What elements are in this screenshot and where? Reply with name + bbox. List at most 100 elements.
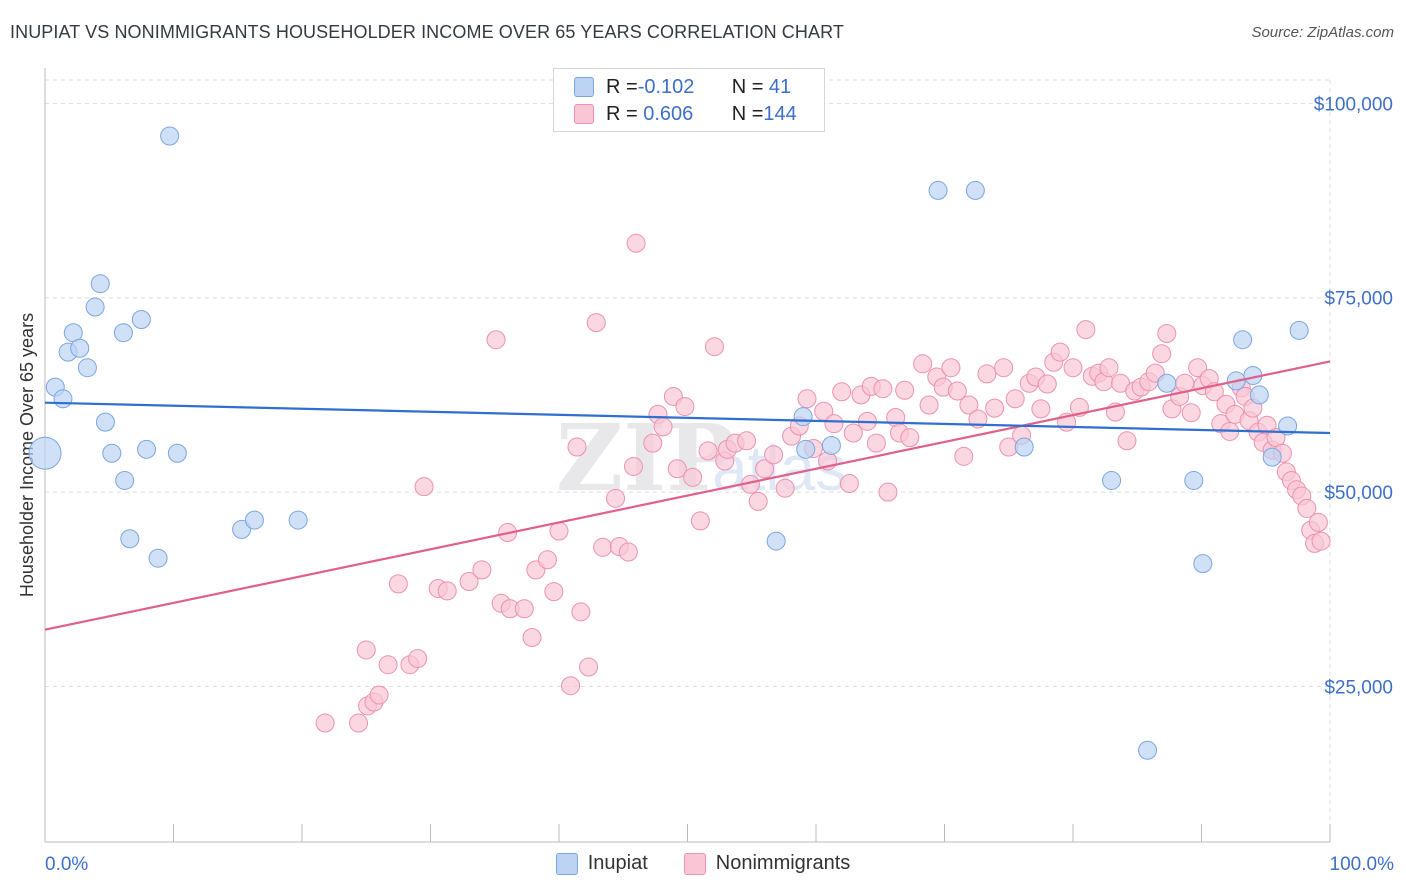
nonimmigrants-point — [985, 398, 1005, 418]
nonimmigrants-point — [537, 550, 557, 570]
nonimmigrants-point — [1117, 431, 1137, 451]
inupiat-point — [821, 435, 841, 455]
nonimmigrants-point — [737, 431, 757, 451]
chart-title: INUPIAT VS NONIMMIGRANTS HOUSEHOLDER INC… — [10, 22, 844, 42]
legend-r-value: -0.102 — [637, 75, 695, 98]
nonimmigrants-point — [571, 602, 591, 622]
nonimmigrants-point — [643, 433, 663, 453]
nonimmigrants-trend-line — [44, 360, 1331, 631]
inupiat-point — [1102, 470, 1122, 490]
inupiat-point — [928, 180, 948, 200]
inupiat-point — [965, 180, 985, 200]
inupiat-point — [148, 548, 168, 568]
nonimmigrants-point — [1050, 342, 1070, 362]
legend-r-value: 0.606 — [637, 102, 694, 125]
nonimmigrants-point — [824, 414, 844, 434]
x-tick-label: 0.0% — [45, 854, 88, 875]
nonimmigrants-point — [561, 676, 581, 696]
legend-r-label: R = — [606, 102, 638, 125]
nonimmigrants-point — [579, 657, 599, 677]
inupiat-point — [1233, 330, 1253, 350]
nonimmigrants-point — [1297, 498, 1317, 518]
inupiat-point — [288, 510, 308, 530]
inupiat-point — [1184, 470, 1204, 490]
nonimmigrants-point — [1181, 403, 1201, 423]
nonimmigrants-point — [522, 628, 542, 648]
nonimmigrants-point — [959, 395, 979, 415]
inupiat-point — [793, 407, 813, 427]
inupiat-point — [244, 510, 264, 530]
nonimmigrants-point — [408, 648, 428, 668]
nonimmigrants-point — [1308, 512, 1328, 532]
inupiat-point — [232, 519, 252, 539]
inupiat-point — [115, 470, 135, 490]
nonimmigrants-point — [690, 511, 710, 531]
nonimmigrants-point — [437, 581, 457, 601]
inupiat-point — [1014, 437, 1034, 457]
inupiat-point — [1262, 447, 1282, 467]
nonimmigrants-point — [1076, 320, 1096, 340]
nonimmigrants-swatch — [574, 104, 594, 124]
legend-row-inupiat: R = -0.102 N = 41 — [574, 74, 791, 100]
nonimmigrants-point — [843, 423, 863, 443]
nonimmigrants-point — [764, 445, 784, 465]
inupiat-point — [95, 412, 115, 432]
nonimmigrants-point — [626, 233, 646, 253]
inupiat-point — [131, 309, 151, 329]
y-axis-label: Householder Income Over 65 years — [17, 313, 37, 597]
nonimmigrants-point — [954, 446, 974, 466]
inupiat-point — [160, 126, 180, 146]
nonimmigrants-point — [624, 456, 644, 476]
nonimmigrants-point — [653, 417, 673, 437]
nonimmigrants-point — [1037, 374, 1057, 394]
nonimmigrants-point — [704, 337, 724, 357]
inupiat-point — [1157, 373, 1177, 393]
nonimmigrants-point — [895, 380, 915, 400]
legend-n-value: 41 — [763, 75, 792, 98]
nonimmigrants-point — [1063, 358, 1083, 378]
inupiat-point — [1193, 554, 1213, 574]
nonimmigrants-point — [1311, 531, 1331, 551]
nonimmigrants-point — [1152, 344, 1172, 364]
inupiat-swatch — [555, 852, 578, 875]
inupiat-point — [90, 274, 110, 294]
inupiat-point — [77, 358, 97, 378]
legend-r-label: R = — [606, 75, 638, 98]
legend-row-nonimmigrants: R = 0.606 N = 144 — [574, 101, 797, 127]
inupiat-trend-line — [44, 401, 1331, 435]
inupiat-point — [113, 323, 133, 343]
nonimmigrants-point — [667, 459, 687, 479]
nonimmigrants-point — [977, 364, 997, 384]
nonimmigrants-point — [472, 560, 492, 580]
inupiat-point — [53, 389, 73, 409]
nonimmigrants-point — [775, 478, 795, 498]
inupiat-point — [70, 338, 90, 358]
series-legend-label: Nonimmigrants — [715, 852, 851, 874]
nonimmigrants-point — [947, 381, 967, 401]
inupiat-swatch — [574, 77, 594, 97]
nonimmigrants-swatch — [683, 852, 706, 875]
nonimmigrants-point — [349, 713, 369, 733]
y-tick-label: $75,000 — [1324, 289, 1393, 310]
source-label: Source: ZipAtlas.com — [1251, 24, 1394, 41]
correlation-legend: R = -0.102 N = 41 R = 0.606 N = 144 — [553, 68, 825, 132]
inupiat-point — [102, 443, 122, 463]
nonimmigrants-point — [755, 459, 775, 479]
series-legend-nonimmigrants: Nonimmigrants — [683, 852, 851, 875]
nonimmigrants-point — [1188, 358, 1208, 378]
inupiat-point — [85, 297, 105, 317]
nonimmigrants-point — [1031, 399, 1051, 419]
nonimmigrants-point — [618, 542, 638, 562]
nonimmigrants-point — [1005, 389, 1025, 409]
nonimmigrants-point — [486, 330, 506, 350]
inupiat-point — [1249, 385, 1269, 405]
x-tick-label: 100.0% — [1330, 854, 1395, 875]
nonimmigrants-point — [900, 428, 920, 448]
legend-n-value: 144 — [763, 102, 797, 125]
nonimmigrants-point — [941, 358, 961, 378]
nonimmigrants-point — [315, 713, 335, 733]
nonimmigrants-point — [866, 433, 886, 453]
series-legend-label: Inupiat — [587, 852, 648, 874]
nonimmigrants-point — [878, 482, 898, 502]
